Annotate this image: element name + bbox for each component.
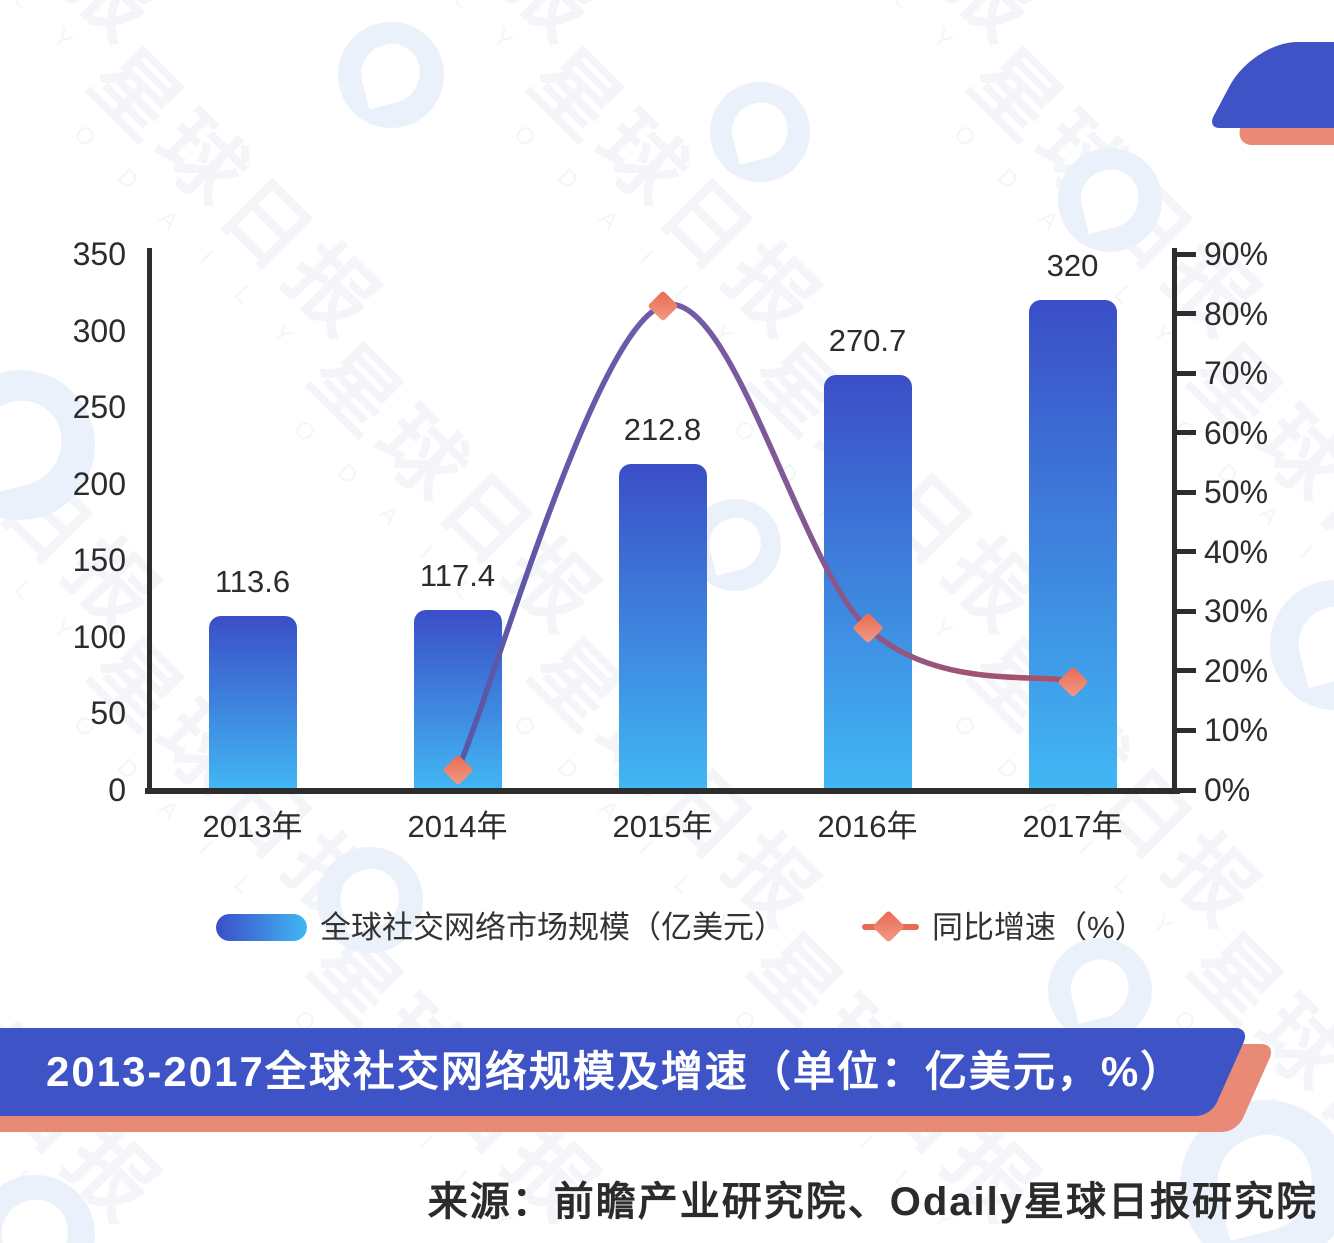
y-axis-tick-label: 150: [72, 542, 126, 579]
bar-value-label: 212.8: [623, 412, 702, 448]
y-axis-left: [147, 248, 152, 794]
x-axis-label: 2017年: [1022, 809, 1123, 844]
legend-bar-label: 全球社交网络市场规模（亿美元）: [320, 910, 785, 945]
bar-value-label: 113.6: [214, 564, 291, 600]
right-axis-tick-label: 50%: [1204, 474, 1269, 511]
right-axis-tick: [1175, 668, 1196, 674]
source-text: 来源：前瞻产业研究院、Odaily星球日报研究院: [427, 1180, 1318, 1224]
right-axis-tick: [1175, 311, 1196, 317]
right-axis-tick: [1175, 251, 1196, 257]
right-axis-tick-label: 30%: [1204, 593, 1269, 630]
bar: [1028, 299, 1117, 790]
y-axis-tick-label: 300: [72, 312, 126, 349]
right-axis-tick: [1175, 370, 1196, 376]
right-axis-tick-label: 10%: [1204, 712, 1269, 749]
x-axis-label: 2016年: [817, 809, 918, 844]
right-axis-tick-label: 60%: [1204, 414, 1269, 451]
page-title: 2013-2017全球社交网络规模及增速（单位：亿美元，%）: [46, 1048, 1185, 1095]
x-axis-label: 2015年: [612, 809, 713, 844]
right-axis-tick: [1175, 489, 1196, 495]
right-axis-tick-label: 90%: [1204, 236, 1269, 272]
right-axis-tick: [1175, 787, 1196, 793]
bar-value-label: 320: [1046, 247, 1099, 283]
watermark-odaily-logo-icon: [1058, 148, 1162, 252]
x-axis-label: 2013年: [202, 809, 303, 844]
growth-line: [454, 301, 1076, 774]
y-axis-tick-label: 200: [72, 465, 126, 502]
right-axis-tick-label: 70%: [1204, 355, 1269, 392]
line-marker-icon: [646, 290, 679, 322]
y-axis-tick-label: 100: [72, 618, 126, 655]
bar: [823, 375, 912, 790]
right-axis-tick: [1175, 608, 1196, 614]
y-axis-tick-label: 0: [108, 772, 126, 808]
right-axis-tick-label: 80%: [1204, 295, 1269, 332]
bar-value-label: 270.7: [828, 323, 907, 359]
right-axis-tick-label: 0%: [1204, 772, 1251, 808]
bar-value-label: 117.4: [419, 558, 496, 594]
right-axis-tick: [1175, 430, 1196, 436]
right-axis-tick: [1175, 727, 1196, 733]
right-axis-tick-label: 40%: [1204, 533, 1269, 570]
watermark-odaily-logo-icon: [317, 847, 423, 953]
right-axis-tick: [1175, 549, 1196, 555]
bar: [208, 616, 297, 790]
watermark-odaily-logo-icon: [1048, 938, 1152, 1042]
y-axis-tick-label: 50: [90, 695, 126, 732]
watermark-odaily-logo-icon: [710, 82, 810, 182]
x-axis: [145, 788, 1180, 794]
right-axis-tick-label: 20%: [1204, 652, 1269, 689]
y-axis-tick-label: 350: [72, 236, 126, 272]
y-axis-tick-label: 250: [72, 389, 126, 426]
x-axis-label: 2014年: [407, 809, 508, 844]
legend-bar-swatch-icon: [216, 914, 307, 941]
legend-line-label: 同比增速（%）: [932, 910, 1146, 945]
watermark-odaily-logo-icon: [338, 22, 444, 128]
bar: [618, 464, 707, 790]
y-axis-right: [1172, 248, 1177, 794]
